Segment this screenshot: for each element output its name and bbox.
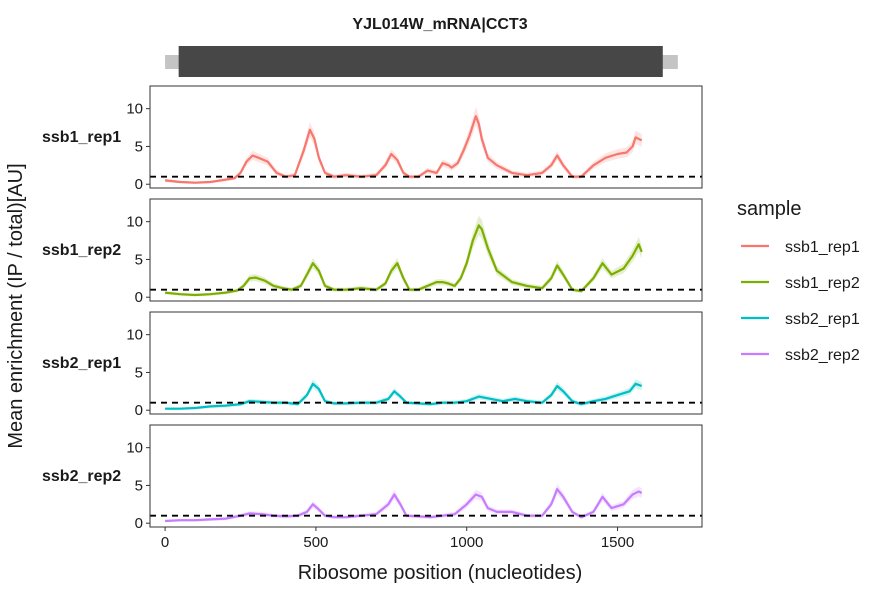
x-axis: 0 500 1000 1500 (161, 527, 634, 551)
y-tick-label: 10 (126, 214, 143, 231)
y-tick-label: 5 (135, 251, 143, 268)
panel-frame (149, 424, 703, 528)
facet-label: ssb1_rep1 (42, 129, 121, 146)
panel-frame (149, 198, 703, 302)
x-tick-label: 1500 (601, 534, 634, 551)
y-axis-title: Mean enrichment (IP / total)[AU] (5, 163, 27, 448)
y-tick-label: 5 (135, 477, 143, 494)
panel-frame (149, 311, 703, 415)
legend-label-ssb1_rep1: ssb1_rep1 (785, 239, 860, 256)
legend-label-ssb2_rep2: ssb2_rep2 (785, 347, 860, 364)
y-tick-label: 0 (135, 515, 143, 532)
legend-title: sample (737, 198, 801, 220)
legend-label-ssb2_rep1: ssb2_rep1 (785, 311, 860, 328)
y-tick-label: 0 (135, 289, 143, 306)
series-line-ssb1_rep2 (164, 224, 643, 297)
legend: sample ssb1_rep1 ssb1_rep2 ssb2_rep1 ssb2_r… (737, 198, 860, 364)
facet-label: ssb2_rep2 (42, 468, 121, 485)
series-line-ssb1_rep1 (164, 115, 643, 184)
y-tick-label: 0 (135, 402, 143, 419)
panel-frame (149, 85, 703, 189)
facet-panels: 0510ssb1_rep10510ssb1_rep20510ssb2_rep10… (42, 85, 703, 532)
x-tick-label: 500 (303, 534, 328, 551)
series-line-ssb2_rep1 (165, 382, 643, 410)
y-tick-label: 0 (135, 176, 143, 193)
facet-panel-ssb1_rep2: 0 5 10 ssb1_rep2 (42, 198, 703, 306)
facet-panel-ssb1_rep1: 0 5 10 ssb1_rep1 (42, 85, 703, 193)
facet-panel-ssb2_rep2: 0 5 10 ssb2_rep2 (42, 424, 703, 532)
y-tick-label: 10 (126, 327, 143, 344)
gene-model (165, 46, 678, 77)
x-tick-label: 0 (161, 534, 169, 551)
y-tick-label: 10 (126, 440, 143, 457)
y-tick-label: 5 (135, 364, 143, 381)
confidence-band-ssb2_rep2 (165, 484, 642, 523)
facet-panel-ssb2_rep1: 0 5 10 ssb2_rep1 (42, 311, 703, 419)
x-tick-label: 1000 (450, 534, 483, 551)
y-tick-label: 10 (126, 101, 143, 118)
cds-bar (178, 46, 663, 77)
facet-label: ssb1_rep2 (42, 242, 121, 259)
chart-title: YJL014W_mRNA|CCT3 (352, 16, 527, 33)
legend-label-ssb1_rep2: ssb1_rep2 (785, 275, 860, 292)
facet-label: ssb2_rep1 (42, 355, 121, 372)
y-tick-label: 5 (135, 138, 143, 155)
x-axis-title: Ribosome position (nucleotides) (298, 562, 583, 584)
